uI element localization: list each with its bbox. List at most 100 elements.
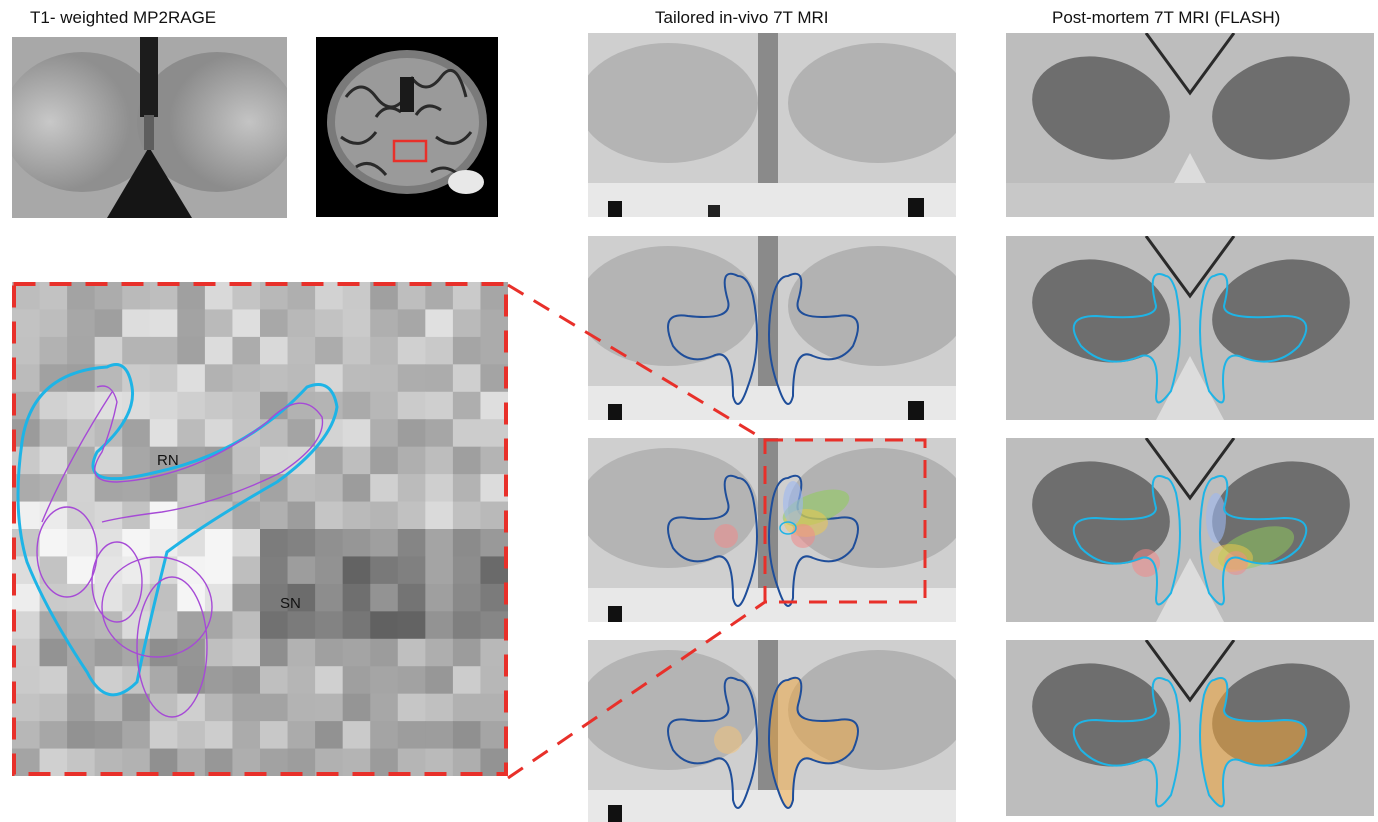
pixel-cell <box>315 583 344 612</box>
pixel-cell <box>232 693 261 722</box>
pixel-cell <box>122 748 151 776</box>
pixel-cell <box>39 501 68 530</box>
pixel-cell <box>425 501 454 530</box>
pixel-cell <box>122 446 151 475</box>
pixel-cell <box>12 391 41 420</box>
pixel-cell <box>67 282 96 310</box>
pixel-cell <box>232 638 261 667</box>
pixel-cell <box>370 666 399 695</box>
pixel-cell <box>287 748 316 776</box>
pixel-cell <box>94 556 123 585</box>
pixel-cell <box>315 529 344 557</box>
pixel-cell <box>397 556 426 585</box>
pixel-cell <box>452 446 481 475</box>
pixel-cell <box>370 336 399 365</box>
pixel-cell <box>397 583 426 612</box>
pixel-cell <box>342 282 371 310</box>
pixel-cell <box>94 721 123 750</box>
pixel-cell <box>12 446 41 475</box>
pixel-cell <box>342 529 371 557</box>
pixel-cell <box>177 721 206 750</box>
pixel-cell <box>452 721 481 750</box>
pixel-cell <box>232 336 261 365</box>
pixel-cell <box>260 282 289 310</box>
pixel-cell <box>260 721 289 750</box>
pixel-cell <box>370 419 399 448</box>
pixel-cell <box>232 282 261 310</box>
pixel-cell <box>397 666 426 695</box>
pixel-cell <box>370 748 399 776</box>
pixel-cell <box>12 364 41 393</box>
pixel-cell <box>452 474 481 503</box>
pixel-cell <box>177 364 206 393</box>
pixel-cell <box>260 611 289 640</box>
pixel-cell <box>452 748 481 776</box>
pixel-cell <box>204 666 233 695</box>
pixel-cell <box>232 721 261 750</box>
pixel-cell <box>260 309 289 338</box>
pixel-cell <box>342 474 371 503</box>
pixel-cell <box>452 529 481 557</box>
title-mp2rage: T1- weighted MP2RAGE <box>30 8 217 27</box>
pixel-cell <box>39 309 68 338</box>
pixel-cell <box>12 282 41 310</box>
pixel-cell <box>232 611 261 640</box>
pixel-cell <box>452 583 481 612</box>
pixel-cell <box>67 721 96 750</box>
pixel-cell <box>204 419 233 448</box>
pixel-cell <box>342 638 371 667</box>
pixel-cell <box>177 309 206 338</box>
pixel-cell <box>67 336 96 365</box>
pixel-cell <box>342 666 371 695</box>
pixel-cell <box>370 364 399 393</box>
pixel-cell <box>370 446 399 475</box>
pixel-cell <box>12 501 41 530</box>
coronal-brain-thumbnail <box>316 37 498 217</box>
title-invivo: Tailored in-vivo 7T MRI <box>655 8 829 27</box>
pixel-cell <box>342 583 371 612</box>
pixel-cell <box>425 364 454 393</box>
postmortem-panel-4 <box>1006 640 1374 816</box>
pixel-cell <box>397 748 426 776</box>
pixel-cell <box>177 391 206 420</box>
pixel-cell <box>480 446 508 475</box>
pixel-cell <box>12 748 41 776</box>
pixel-cell <box>122 282 151 310</box>
pixel-cell <box>480 282 508 310</box>
pixel-cell <box>397 364 426 393</box>
pixel-cell <box>39 446 68 475</box>
pixel-cell <box>397 336 426 365</box>
pixel-cell <box>149 501 178 530</box>
invivo-panel-1 <box>588 33 956 217</box>
pixel-cell <box>204 611 233 640</box>
pixel-cell <box>177 748 206 776</box>
pixel-cell <box>425 583 454 612</box>
pixel-cell <box>480 611 508 640</box>
pixel-cell <box>480 501 508 530</box>
pixel-cell <box>480 693 508 722</box>
pixel-cell <box>315 474 344 503</box>
pixel-cell <box>204 693 233 722</box>
pixel-cell <box>397 474 426 503</box>
pixel-cell <box>315 748 344 776</box>
pixel-cell <box>149 309 178 338</box>
pixel-cell <box>122 309 151 338</box>
pixel-cell <box>260 666 289 695</box>
postmortem-panel-1 <box>1006 33 1374 217</box>
pixel-cell <box>260 748 289 776</box>
pixel-cell <box>149 419 178 448</box>
pixel-cell <box>39 474 68 503</box>
invivo-panel-2 <box>588 236 956 420</box>
pixel-cell <box>425 474 454 503</box>
pixel-cell <box>67 583 96 612</box>
pixel-cell <box>232 529 261 557</box>
pixel-cell <box>177 693 206 722</box>
pixel-cell <box>232 446 261 475</box>
pixel-cell <box>315 282 344 310</box>
pixel-cell <box>149 638 178 667</box>
pixel-cell <box>67 529 96 557</box>
pixel-cell <box>260 556 289 585</box>
pixel-cell <box>67 309 96 338</box>
pixel-cell <box>370 309 399 338</box>
pixel-cell <box>260 638 289 667</box>
